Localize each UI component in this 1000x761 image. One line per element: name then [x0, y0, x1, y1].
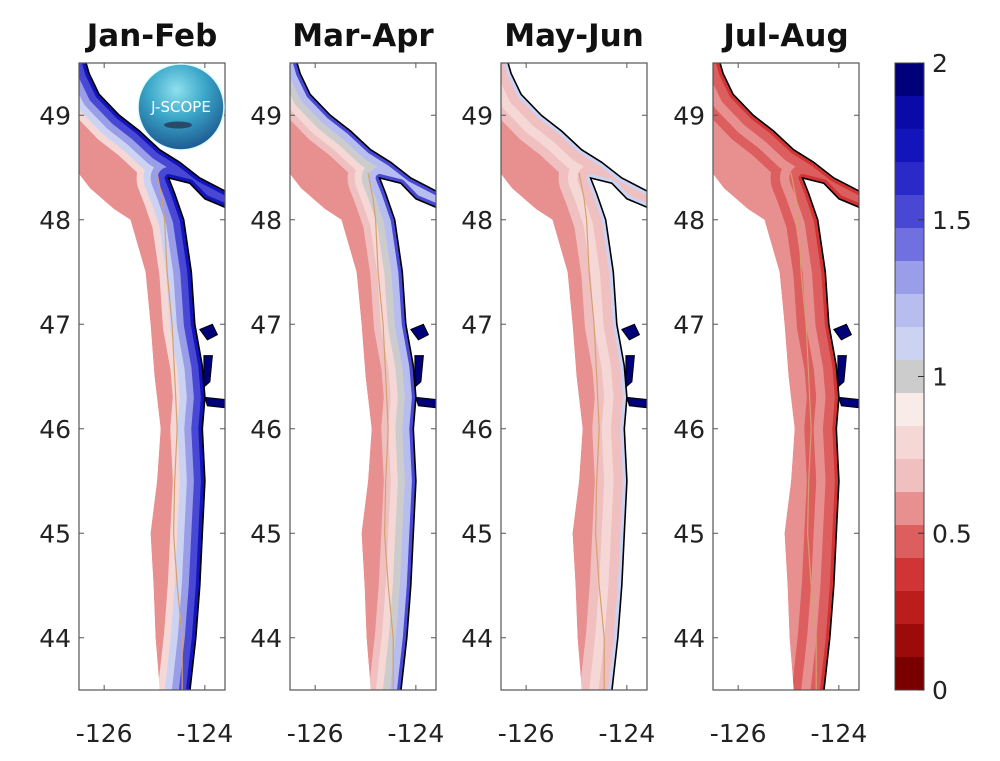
map-panel: May-Jun 49 48 47 46 45 44 -126 -124: [461, 18, 655, 748]
y-tick-label: 49: [250, 101, 282, 130]
y-tick-label: 45: [461, 519, 493, 548]
estuary: [199, 323, 219, 341]
coastline: [507, 63, 647, 690]
jscope-logo: J-SCOPE: [137, 63, 225, 151]
depth-contour: [367, 172, 394, 690]
coastline: [85, 63, 225, 690]
fish-icon: [164, 121, 192, 129]
colorbar-level: [895, 96, 924, 130]
estuary: [415, 396, 436, 409]
map-panel: Jul-Aug 49 48 47 46 45 44 -126 -124: [673, 18, 867, 748]
colorbar-level: [895, 129, 924, 163]
y-tick-label: 45: [250, 519, 282, 548]
estuary: [626, 396, 647, 409]
colorbar-level: [895, 261, 924, 295]
colorbar-level: [895, 162, 924, 196]
y-tick-label: 49: [39, 101, 71, 130]
x-tick-label: -126: [498, 719, 555, 748]
colorbar-tick-label: 1.5: [932, 206, 972, 235]
y-tick-label: 44: [39, 624, 71, 653]
colorbar-level: [895, 657, 924, 691]
y-tick-label: 44: [461, 624, 493, 653]
y-tick-label: 47: [461, 310, 493, 339]
axes-frame: [78, 62, 226, 691]
panel-title: Jul-Aug: [721, 18, 848, 54]
map-panel: Mar-Apr 49 48 47 46 45 44 -126 -124: [250, 18, 444, 748]
y-tick-label: 46: [250, 415, 282, 444]
x-tick-label: -124: [810, 719, 867, 748]
colorbar-level: [895, 228, 924, 262]
x-tick-label: -126: [710, 719, 767, 748]
estuary: [625, 355, 635, 389]
y-tick-label: 48: [250, 206, 282, 235]
colorbar-level: [895, 492, 924, 526]
map-panel: Jan-Feb 49 48 47 46 45 44 -126 -124: [39, 18, 233, 748]
x-tick-label: -124: [387, 719, 444, 748]
colorbar-level: [895, 195, 924, 229]
estuary: [837, 355, 847, 389]
axes-frame: [289, 62, 437, 691]
colorbar-level: [895, 459, 924, 493]
y-tick-label: 46: [673, 415, 705, 444]
x-tick-label: -124: [176, 719, 233, 748]
depth-contour: [790, 172, 817, 690]
colorbar-level: [895, 393, 924, 427]
axes-frame: [500, 62, 648, 691]
colorbar-level: [895, 294, 924, 328]
colorbar-level: [895, 327, 924, 361]
estuary: [203, 355, 213, 389]
colorbar-tick-label: 0: [932, 676, 948, 705]
y-tick-label: 45: [673, 519, 705, 548]
x-tick-label: -126: [76, 719, 133, 748]
y-tick-label: 48: [39, 206, 71, 235]
y-tick-label: 48: [673, 206, 705, 235]
y-tick-label: 44: [250, 624, 282, 653]
x-tick-label: -126: [287, 719, 344, 748]
panel-title: Mar-Apr: [292, 18, 434, 54]
estuary: [204, 396, 225, 409]
colorbar-tick-label: 0.5: [932, 519, 972, 548]
colorbar-tick-label: 2: [932, 49, 948, 78]
estuary: [833, 323, 853, 341]
colorbar-level: [895, 525, 924, 559]
colorbar-level: [895, 624, 924, 658]
y-tick-label: 48: [461, 206, 493, 235]
estuary: [838, 396, 859, 409]
colorbar: 2 1.5 1 0.5 0: [894, 49, 972, 705]
y-tick-label: 46: [461, 415, 493, 444]
colorbar-level: [895, 558, 924, 592]
colorbar-tick-label: 1: [932, 363, 948, 392]
y-tick-label: 47: [673, 310, 705, 339]
y-tick-label: 47: [39, 310, 71, 339]
coastline: [296, 63, 436, 690]
colorbar-level: [895, 63, 924, 97]
y-tick-label: 46: [39, 415, 71, 444]
x-tick-label: -124: [598, 719, 655, 748]
colorbar-level: [895, 591, 924, 625]
colorbar-level: [895, 426, 924, 460]
y-tick-label: 49: [461, 101, 493, 130]
estuary: [414, 355, 424, 389]
y-tick-label: 49: [673, 101, 705, 130]
coastline: [719, 63, 859, 690]
logo-text: J-SCOPE: [150, 98, 211, 116]
y-tick-label: 44: [673, 624, 705, 653]
y-tick-label: 47: [250, 310, 282, 339]
depth-contour: [578, 172, 605, 690]
panel-title: May-Jun: [504, 18, 644, 54]
estuary: [621, 323, 641, 341]
depth-contour: [156, 172, 183, 690]
axes-frame: [712, 62, 860, 691]
estuary: [410, 323, 430, 341]
y-tick-label: 45: [39, 519, 71, 548]
panel-title: Jan-Feb: [85, 18, 218, 54]
